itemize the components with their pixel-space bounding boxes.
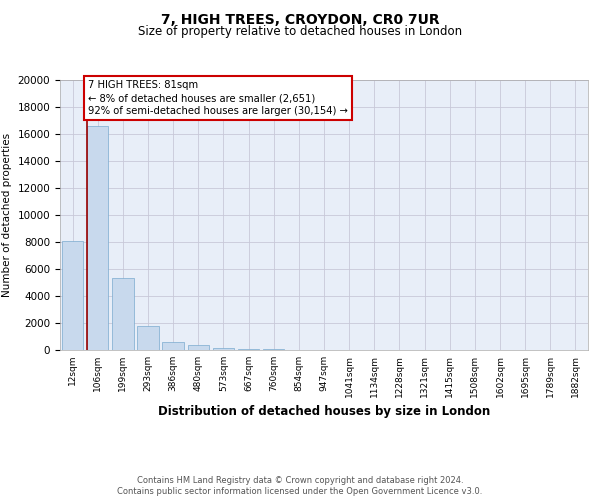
Text: 7, HIGH TREES, CROYDON, CR0 7UR: 7, HIGH TREES, CROYDON, CR0 7UR [161,12,439,26]
Bar [62,240,83,350]
Text: Size of property relative to detached houses in London: Size of property relative to detached ho… [138,25,462,38]
Y-axis label: Number of detached properties: Number of detached properties [2,133,12,297]
X-axis label: Distribution of detached houses by size in London: Distribution of detached houses by size … [158,406,490,418]
Bar [213,348,234,350]
Bar [163,342,184,350]
Bar [188,346,209,350]
Bar [87,126,109,350]
Text: Contains HM Land Registry data © Crown copyright and database right 2024.: Contains HM Land Registry data © Crown c… [137,476,463,485]
Bar [137,326,158,350]
Text: 7 HIGH TREES: 81sqm
← 8% of detached houses are smaller (2,651)
92% of semi-deta: 7 HIGH TREES: 81sqm ← 8% of detached hou… [88,80,348,116]
Bar [112,278,134,350]
Bar [238,349,259,350]
Text: Contains public sector information licensed under the Open Government Licence v3: Contains public sector information licen… [118,487,482,496]
